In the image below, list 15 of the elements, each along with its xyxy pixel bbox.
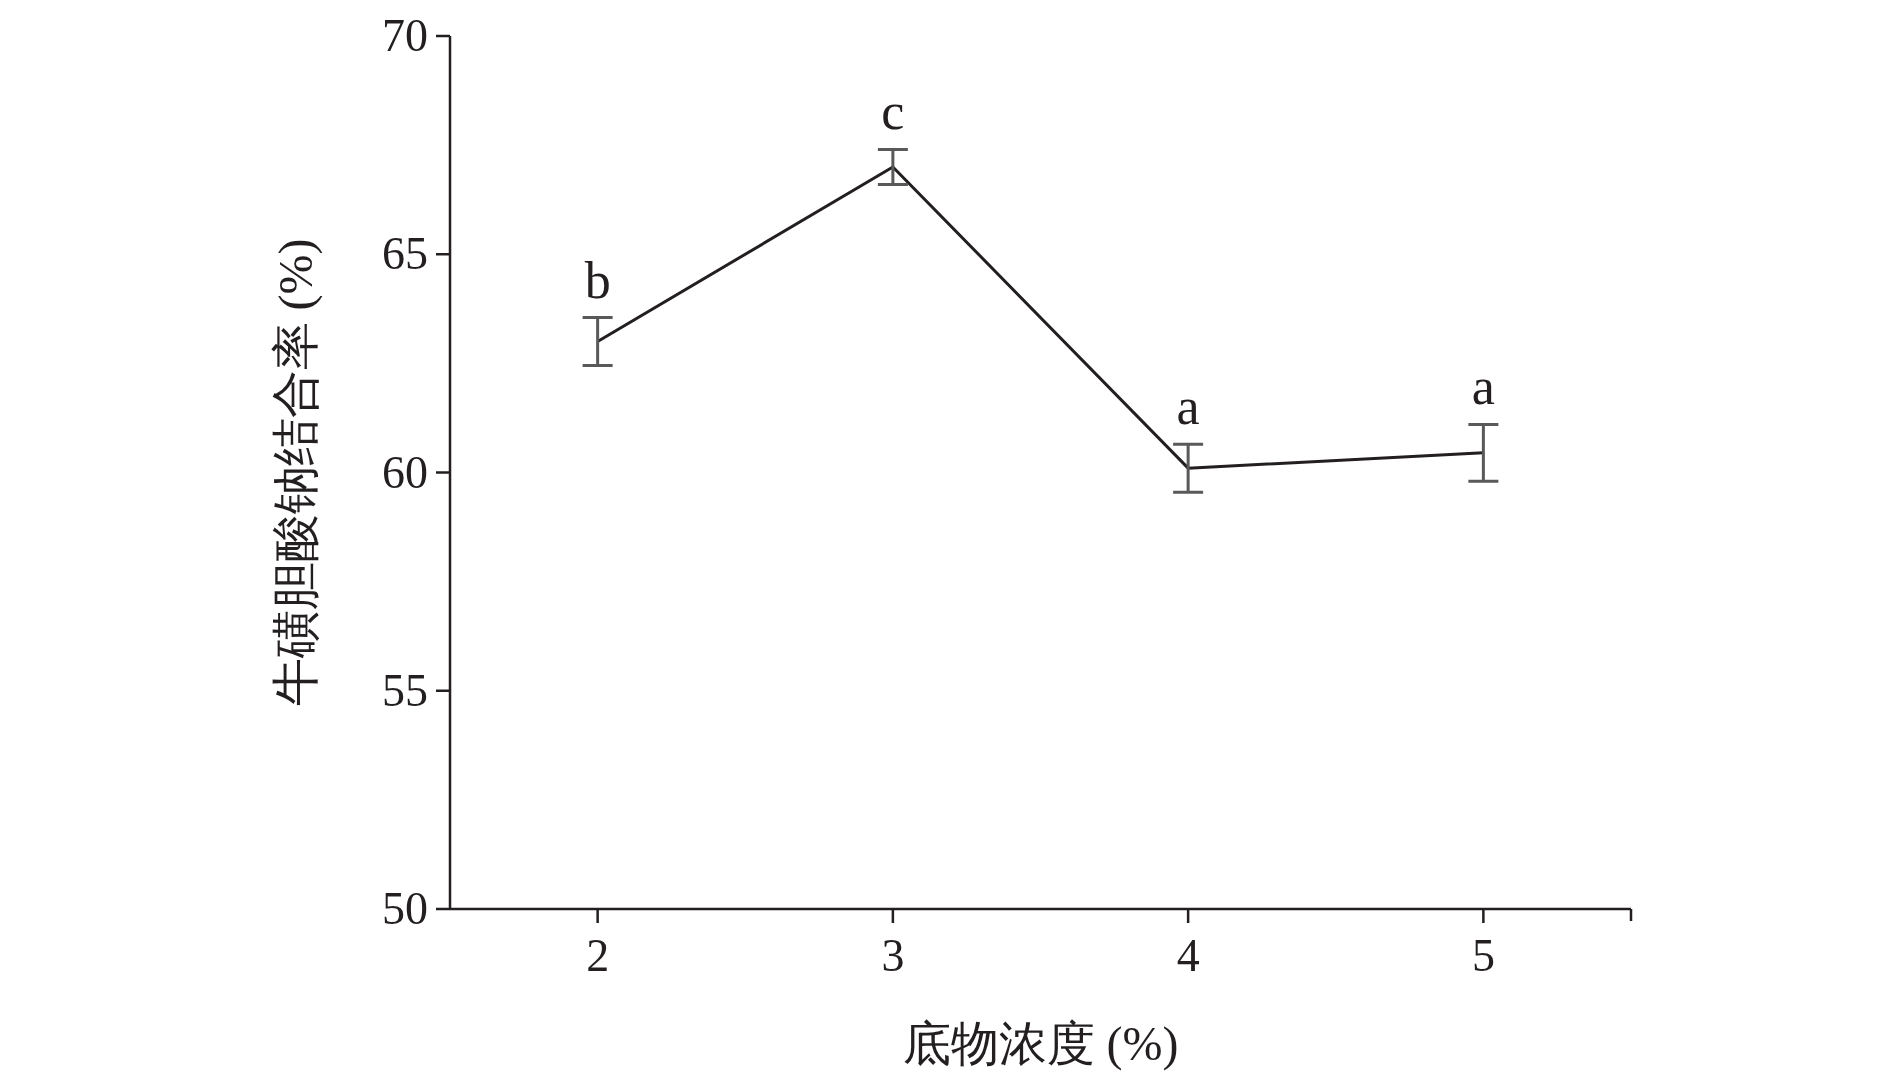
annotation: a (1471, 358, 1495, 416)
x-axis-title: 底物浓度 (%) (902, 1017, 1179, 1071)
y-tick-label: 55 (382, 664, 428, 716)
x-tick-label: 3 (881, 930, 905, 981)
x-tick-label: 2 (586, 930, 610, 981)
y-tick-label: 60 (382, 446, 428, 498)
y-tick-label: 65 (382, 228, 428, 280)
annotation: b (584, 251, 611, 309)
annotation: c (881, 83, 905, 141)
x-tick-label: 5 (1471, 930, 1495, 981)
y-axis-title: 牛磺胆酸钠结合率 (%) (269, 238, 323, 707)
x-tick-label: 4 (1176, 930, 1200, 981)
y-tick-label: 50 (382, 883, 428, 934)
y-tick-label: 70 (382, 10, 428, 61)
annotation: a (1176, 378, 1200, 436)
